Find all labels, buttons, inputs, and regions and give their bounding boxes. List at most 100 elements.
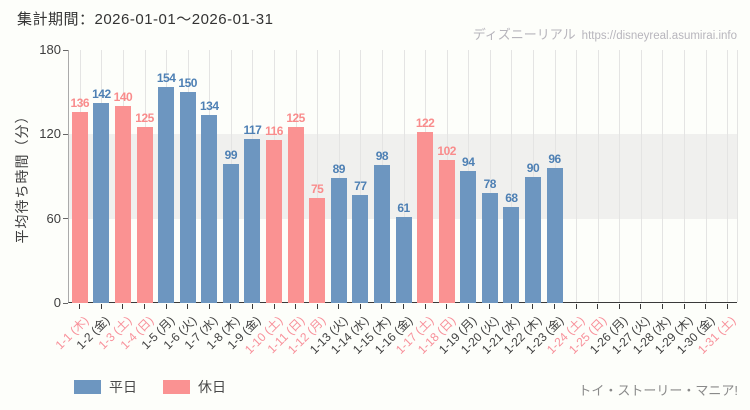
attraction-name: トイ・ストーリー・マニア! (578, 383, 738, 398)
y-tick (63, 49, 68, 51)
legend-label: 平日 (109, 379, 137, 395)
bar (524, 176, 541, 303)
x-tick (295, 303, 297, 309)
bar-value: 142 (92, 87, 111, 102)
site-name: ディズニーリアル (472, 27, 576, 42)
bar (373, 165, 390, 303)
bar-value: 140 (113, 90, 133, 105)
gridline (360, 50, 362, 302)
bar-value: 117 (243, 122, 262, 137)
bar (330, 177, 347, 303)
bar (460, 170, 477, 303)
legend-swatch-holiday (163, 380, 190, 394)
bar (114, 106, 131, 303)
x-tick (316, 303, 318, 309)
bar (93, 103, 110, 303)
bar (287, 127, 304, 303)
bar-value: 90 (526, 160, 540, 175)
bar-value: 125 (135, 111, 154, 126)
x-tick (661, 303, 663, 309)
x-tick (403, 303, 404, 309)
gridline (532, 50, 534, 302)
bar (395, 217, 412, 303)
x-tick (187, 303, 189, 309)
bar-value: 125 (286, 111, 305, 126)
bar-value: 134 (200, 98, 219, 113)
site-watermark: ディズニーリアル https://disneyreal.asumirai.inf… (473, 24, 737, 43)
x-tick (575, 303, 577, 309)
gridline (737, 50, 738, 302)
gridline (597, 50, 599, 302)
x-tick (381, 303, 383, 309)
x-tick (618, 303, 620, 309)
bar (179, 92, 196, 303)
gridline (576, 50, 578, 302)
gridline (727, 50, 729, 302)
x-tick (338, 303, 340, 309)
x-tick (467, 303, 469, 309)
x-tick (640, 303, 642, 309)
x-tick (683, 303, 685, 309)
bar-value: 116 (265, 123, 283, 138)
gridline (684, 50, 686, 302)
bar (352, 194, 369, 303)
legend-item-holiday: 休日 (163, 377, 226, 397)
plot-area: 0 60 120 180 1-1 (木) 136 1-2 (金) 142 1-3 (土) 140 1… (39, 42, 738, 357)
bar-value: 75 (310, 181, 324, 196)
bar (266, 139, 283, 303)
x-tick (532, 303, 534, 309)
x-tick (273, 303, 275, 309)
bar-value: 99 (224, 147, 238, 162)
bar (158, 86, 175, 303)
x-tick (230, 303, 232, 309)
gridline (317, 50, 319, 302)
bar-value: 68 (505, 191, 518, 206)
x-tick (79, 303, 81, 309)
x-tick (165, 303, 167, 309)
bar-value: 89 (332, 161, 346, 176)
gridline (662, 50, 664, 302)
x-tick (359, 303, 361, 309)
legend: 平日 休日 (74, 377, 226, 397)
bar-value: 150 (178, 76, 197, 91)
bar (71, 111, 88, 303)
bar (201, 114, 218, 303)
bar-value: 61 (397, 201, 410, 216)
gridline (489, 50, 491, 302)
y-tick-label: 60 (46, 210, 61, 226)
gridline (619, 50, 621, 302)
x-tick (597, 303, 599, 309)
x-tick (446, 303, 448, 309)
y-tick (63, 218, 68, 220)
y-tick-label: 0 (53, 295, 61, 310)
bar (438, 159, 455, 303)
bar (309, 197, 326, 303)
bar (222, 163, 239, 303)
y-tick-label: 180 (39, 42, 61, 57)
legend-item-weekday: 平日 (74, 377, 137, 397)
gridline (705, 50, 707, 302)
period-label: 集計期間：2026-01-01～2026-01-31 (17, 11, 274, 28)
gridline (640, 50, 642, 302)
x-tick (510, 303, 512, 309)
x-tick (726, 303, 728, 309)
bar-value: 96 (548, 152, 561, 167)
gridline (338, 50, 340, 302)
bar (244, 138, 261, 303)
bar (481, 193, 498, 303)
bar-value: 94 (462, 154, 475, 169)
x-tick (144, 303, 146, 309)
x-tick (208, 303, 210, 309)
gridline (403, 50, 405, 302)
bar-value: 77 (354, 178, 367, 193)
legend-swatch-weekday (74, 380, 101, 394)
x-tick (122, 303, 124, 309)
y-tick (63, 133, 68, 135)
x-tick (489, 303, 491, 309)
bar (136, 127, 153, 303)
bar-value: 98 (375, 149, 389, 164)
x-tick (251, 303, 253, 309)
y-tick (63, 302, 68, 304)
bar-value: 78 (483, 177, 497, 192)
